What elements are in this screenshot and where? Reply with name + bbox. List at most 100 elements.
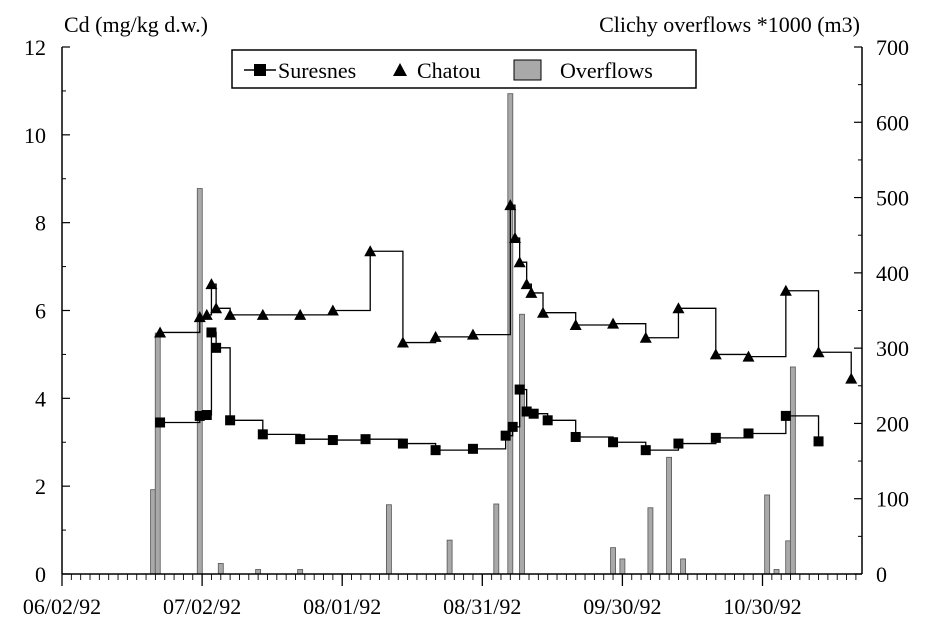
suresnes-point <box>295 434 306 445</box>
overflow-bar <box>154 332 161 575</box>
suresnes-point <box>211 342 222 353</box>
overflow-bar <box>680 558 687 575</box>
legend-overflows-swatch <box>513 59 542 81</box>
y-right-tick-label: 100 <box>876 487 909 512</box>
chatou-point <box>639 331 652 343</box>
suresnes-point <box>201 410 212 421</box>
x-tick-label: 10/30/92 <box>723 594 801 619</box>
overflow-bar <box>196 188 203 575</box>
chatou-point <box>294 308 307 320</box>
legend-chatou-label: Chatou <box>417 58 481 83</box>
suresnes-point <box>430 445 441 456</box>
suresnes-point <box>743 428 754 439</box>
suresnes-point <box>570 431 581 442</box>
suresnes-point <box>397 438 408 449</box>
y-left-tick-label: 2 <box>35 474 46 499</box>
y-right-tick-label: 300 <box>876 336 909 361</box>
x-tick-label: 06/02/92 <box>23 594 101 619</box>
overflow-bar <box>385 504 392 575</box>
chatou-point <box>537 306 550 318</box>
chatou-point <box>256 308 269 320</box>
overflow-bar <box>789 366 796 575</box>
chatou-point <box>607 317 620 329</box>
suresnes-point <box>507 421 518 432</box>
suresnes-point <box>225 415 236 426</box>
axes <box>61 46 863 586</box>
suresnes-point <box>194 410 205 421</box>
suresnes-point <box>514 384 525 395</box>
y-right-tick-label: 200 <box>876 411 909 436</box>
suresnes-point <box>780 410 791 421</box>
chatou-point <box>508 232 521 244</box>
x-tick-label: 09/30/92 <box>583 594 661 619</box>
suresnes-point <box>640 445 651 456</box>
chatou-point <box>812 346 825 358</box>
chatou-point <box>396 336 409 348</box>
chatou-point <box>224 308 237 320</box>
suresnes-point <box>467 443 478 454</box>
legend-suresnes-marker <box>254 64 266 76</box>
overflow-bar <box>785 540 792 575</box>
suresnes-point <box>500 430 511 441</box>
suresnes-point <box>528 408 539 419</box>
chatou-point <box>569 318 582 330</box>
overflow-bar <box>446 539 453 575</box>
overflow-bar <box>610 547 616 575</box>
overflow-bar <box>647 507 654 575</box>
legend-suresnes-label: Suresnes <box>278 58 356 83</box>
chatou-point <box>205 278 218 290</box>
y-right-tick-label: 0 <box>876 562 887 587</box>
y-right-tick-label: 400 <box>876 261 909 286</box>
right-axis-title: Clichy overflows *1000 (m3) <box>599 12 860 37</box>
chatou-point <box>504 199 517 211</box>
suresnes-point <box>257 429 268 440</box>
y-left-tick-label: 12 <box>24 35 46 60</box>
overflow-bar <box>764 494 771 575</box>
suresnes-point <box>360 434 371 445</box>
y-right-tick-label: 500 <box>876 186 909 211</box>
suresnes-point <box>813 436 824 447</box>
x-tick-label: 08/31/92 <box>443 594 521 619</box>
y-left-tick-label: 6 <box>35 299 46 324</box>
left-axis-title: Cd (mg/kg d.w.) <box>64 12 208 37</box>
chatou-point <box>200 308 213 320</box>
suresnes-point <box>542 415 553 426</box>
y-left-tick-label: 10 <box>24 123 46 148</box>
y-left-tick-label: 0 <box>35 562 46 587</box>
y-right-tick-label: 700 <box>876 35 909 60</box>
legend-overflows-label: Overflows <box>560 58 653 83</box>
suresnes-point <box>608 437 619 448</box>
tick-labels: 0 2 4 6 8 10 12 0 100 200 300 400 500 600 700 06/02/92 0… <box>23 35 909 619</box>
chatou-point <box>429 330 442 342</box>
y-left-tick-label: 4 <box>35 386 46 411</box>
chatou-point <box>154 326 167 338</box>
overflow-bar <box>666 456 672 575</box>
chatou-point <box>326 304 339 316</box>
suresnes-point <box>673 438 684 449</box>
suresnes-point <box>155 417 166 428</box>
chatou-point <box>525 286 538 298</box>
series-markers <box>154 199 858 456</box>
chatou-point <box>779 284 792 296</box>
chatou-point <box>845 372 858 384</box>
x-tick-label: 08/01/92 <box>303 594 381 619</box>
suresnes-point <box>206 327 217 338</box>
y-right-tick-label: 600 <box>876 110 909 135</box>
suresnes-point <box>327 435 338 446</box>
legend-chatou-marker <box>393 63 407 76</box>
chatou-point <box>466 328 479 340</box>
chatou-point <box>742 350 755 362</box>
suresnes-point <box>710 432 721 443</box>
overflow-bar <box>493 503 500 575</box>
chatou-point <box>520 278 533 290</box>
chatou-point <box>364 245 377 257</box>
series-lines <box>160 204 852 451</box>
legend: Suresnes Chatou Overflows <box>231 49 697 89</box>
overflow-bar <box>519 313 525 575</box>
overflow-bar <box>619 558 626 575</box>
x-tick-label: 07/02/92 <box>163 594 241 619</box>
chatou-point <box>709 348 722 360</box>
legend-box <box>231 49 697 89</box>
suresnes-point <box>521 406 532 417</box>
